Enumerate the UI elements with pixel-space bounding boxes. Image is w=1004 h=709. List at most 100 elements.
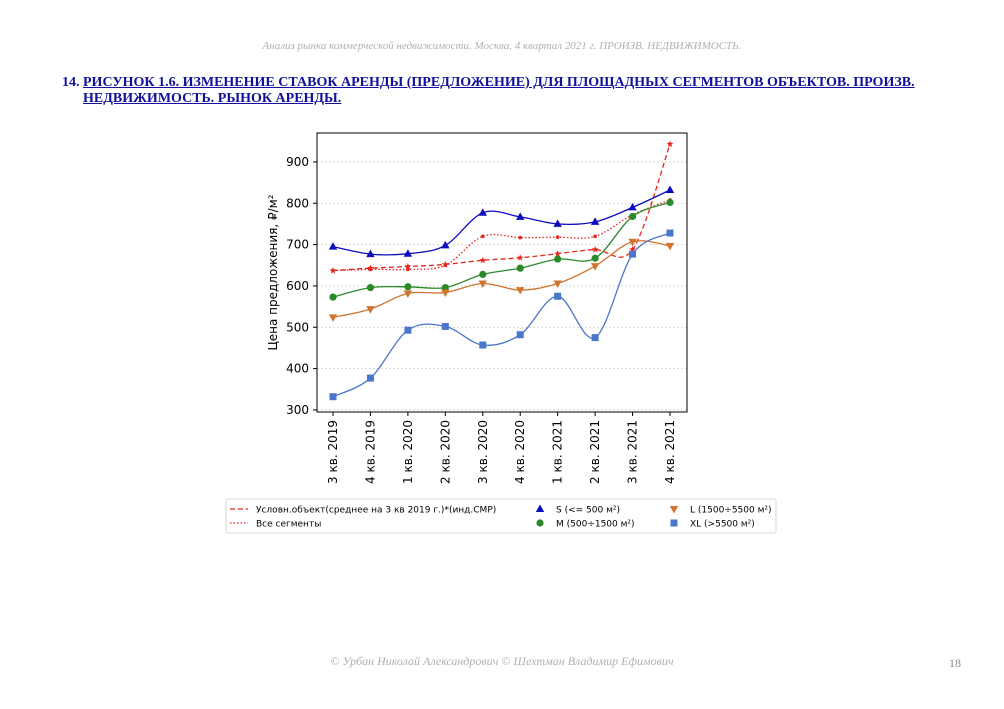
data-point — [591, 334, 599, 342]
data-point — [479, 270, 487, 278]
series-line — [332, 232, 671, 398]
series-line — [332, 240, 671, 318]
data-point — [628, 202, 637, 211]
report-header: Анализ рынка коммерческой недвижимости. … — [262, 40, 742, 52]
series-line — [332, 199, 671, 272]
legend-marker — [669, 506, 679, 514]
data-point — [480, 234, 485, 239]
x-tick-label: 4 кв. 2021 — [663, 420, 677, 484]
legend-item: M (500÷1500 м²) — [536, 519, 635, 530]
y-tick-label: 800 — [286, 196, 309, 210]
data-point — [478, 280, 487, 288]
series-4 — [328, 238, 675, 322]
y-tick-label: 300 — [286, 403, 309, 417]
legend-item: Условн.объект(среднее на 3 кв 2019 г.)*(… — [230, 506, 496, 516]
data-point — [555, 235, 560, 239]
x-tick-label: 4 кв. 2019 — [363, 420, 377, 484]
figure-title-link[interactable]: РИСУНОК 1.6. ИЗМЕНЕНИЕ СТАВОК АРЕНДЫ (ПР… — [83, 75, 915, 106]
data-point — [366, 374, 374, 382]
data-point — [554, 292, 562, 300]
x-tick-label: 1 кв. 2020 — [401, 420, 415, 484]
legend-label: M (500÷1500 м²) — [556, 520, 635, 530]
data-point — [628, 212, 637, 221]
legend-item: S (<= 500 м²) — [535, 504, 620, 516]
x-tick-label: 3 кв. 2020 — [476, 420, 490, 484]
data-point — [666, 140, 674, 148]
legend-label: Условн.объект(среднее на 3 кв 2019 г.)*(… — [256, 506, 496, 516]
data-point — [553, 219, 562, 227]
data-point — [590, 217, 600, 225]
data-point — [666, 229, 674, 237]
data-point — [331, 268, 335, 273]
data-point — [403, 290, 413, 298]
legend-item: L (1500÷5500 м²) — [669, 506, 772, 516]
x-tick-label: 3 кв. 2021 — [626, 420, 640, 484]
data-point — [590, 263, 600, 271]
x-tick-label: 2 кв. 2021 — [588, 420, 602, 484]
data-point — [404, 326, 412, 334]
data-point — [329, 293, 337, 301]
data-point — [518, 235, 523, 240]
legend-label: S (<= 500 м²) — [556, 506, 620, 516]
legend-item: Все сегменты — [230, 520, 321, 530]
plot-frame — [316, 132, 688, 413]
y-tick-label: 600 — [286, 279, 309, 293]
data-point — [553, 280, 562, 288]
legend-label: XL (>5500 м²) — [690, 520, 755, 530]
y-tick-label: 900 — [286, 155, 309, 169]
series-5 — [329, 229, 674, 401]
x-tick-label: 1 кв. 2021 — [551, 420, 565, 484]
x-tick-label: 3 кв. 2019 — [326, 420, 340, 484]
data-point — [593, 234, 597, 239]
data-point — [479, 341, 487, 349]
footer-authors: © Урбан Николай Александрович © Шехтман … — [330, 654, 674, 668]
data-point — [516, 254, 524, 261]
data-point — [629, 246, 636, 253]
legend-item: XL (>5500 м²) — [670, 519, 755, 530]
legend-marker — [536, 519, 544, 527]
series-line — [332, 201, 671, 298]
x-tick-label: 4 кв. 2020 — [513, 420, 527, 484]
data-point — [368, 267, 373, 272]
data-point — [478, 208, 487, 216]
data-point — [366, 306, 375, 314]
y-tick-label: 700 — [286, 238, 309, 252]
page-number: 18 — [949, 656, 961, 670]
figure-number: 14. — [62, 75, 80, 90]
data-point — [666, 198, 674, 207]
data-point — [404, 283, 412, 291]
data-point — [441, 322, 449, 330]
data-point — [404, 262, 412, 270]
y-tick-label: 400 — [286, 362, 309, 376]
plot-area — [317, 133, 687, 412]
series-line — [332, 143, 671, 272]
series-line — [332, 189, 671, 256]
data-point — [554, 250, 562, 257]
data-point — [328, 314, 338, 322]
data-point — [479, 256, 487, 264]
y-axis-label: Цена предложения, ₽/м² — [266, 194, 280, 350]
data-point — [366, 249, 375, 258]
data-point — [441, 283, 449, 292]
data-point — [366, 283, 375, 292]
data-point — [403, 249, 413, 257]
series-2 — [328, 185, 675, 258]
data-point — [628, 238, 637, 247]
data-point — [516, 287, 525, 295]
legend-label: L (1500÷5500 м²) — [690, 506, 772, 516]
series-1 — [331, 198, 672, 273]
x-tick-label: 2 кв. 2020 — [438, 420, 452, 484]
data-point — [665, 185, 675, 194]
data-point — [516, 331, 524, 339]
data-point — [554, 255, 562, 263]
data-point — [441, 240, 450, 249]
legend-marker — [535, 504, 545, 512]
legend-label: Все сегменты — [256, 520, 321, 530]
data-point — [443, 263, 448, 268]
legend-box — [225, 498, 777, 534]
data-point — [329, 393, 337, 401]
data-point — [591, 246, 599, 253]
data-point — [516, 264, 524, 272]
data-point — [516, 212, 525, 220]
